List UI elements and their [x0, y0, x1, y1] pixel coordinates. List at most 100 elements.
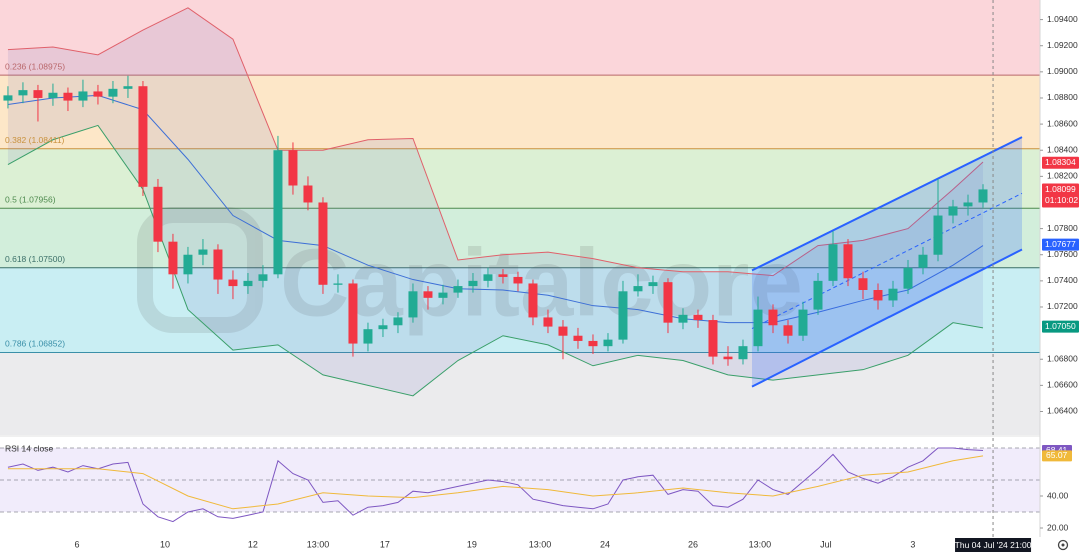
candle-body — [678, 314, 688, 323]
candle-body — [288, 150, 298, 186]
candle-body — [543, 317, 553, 327]
candle-body — [213, 249, 223, 280]
channel-fill — [751, 137, 1022, 387]
price-pane: Capitalcore 0.236 (1.08975) 0.382 (1.08411… — [0, 0, 1040, 435]
candle-body — [948, 206, 958, 216]
watermark-logo — [137, 207, 263, 333]
y-tick-label: 1.08800 — [1047, 92, 1078, 102]
candle-body — [483, 274, 493, 281]
y-tick-label: 1.07400 — [1047, 275, 1078, 285]
x-tick-label: 10 — [160, 539, 170, 549]
candle-body — [933, 215, 943, 255]
candle-body — [468, 280, 478, 287]
candle-body — [123, 86, 133, 89]
channel-lower — [751, 248, 1023, 388]
watermark-text: Capitalcore — [280, 229, 803, 336]
price-badge — [1042, 156, 1079, 169]
price-badge — [1042, 183, 1079, 208]
candle-body — [798, 309, 808, 336]
y-tick-label: 1.08600 — [1047, 118, 1078, 128]
candle-body — [303, 185, 313, 203]
band-line — [7, 94, 984, 324]
candle-body — [783, 325, 793, 336]
rsi-badge — [1042, 450, 1072, 462]
candle-body — [438, 292, 448, 298]
watermark: Capitalcore — [137, 207, 803, 336]
candle-body — [978, 189, 988, 203]
candle-body — [663, 282, 673, 323]
x-tick-label: 13:00 — [307, 539, 330, 549]
candle-body — [903, 267, 913, 289]
candle-body — [558, 326, 568, 336]
candle-body — [18, 90, 28, 96]
candle-body — [138, 86, 148, 187]
candle-body — [423, 291, 433, 298]
price-badge-label: 1.08304 — [1045, 157, 1076, 167]
channel-mid — [751, 192, 1023, 329]
x-tick-label: 12 — [248, 539, 258, 549]
settings-gear-center — [1061, 543, 1065, 547]
x-tick-label: 26 — [688, 539, 698, 549]
candle-body — [708, 320, 718, 357]
price-badge — [1042, 238, 1079, 251]
rsi-line — [7, 447, 984, 523]
rsi-pane: RSI 14 close — [0, 435, 1080, 538]
candle-body — [393, 317, 403, 326]
x-tick-label: 3 — [910, 539, 915, 549]
channel-upper — [751, 136, 1023, 272]
y-tick-label: 1.06800 — [1047, 353, 1078, 363]
crosshair-label: Thu 04 Jul '24 21:00 — [955, 540, 1032, 550]
fib-label: 0.5 (1.07956) — [5, 194, 56, 204]
x-tick-label: 13:00 — [749, 539, 772, 549]
candle-body — [63, 92, 73, 101]
y-tick-label: 1.08400 — [1047, 144, 1078, 154]
y-tick-label: 1.09400 — [1047, 14, 1078, 24]
candle-body — [243, 280, 253, 287]
candle-body — [843, 244, 853, 279]
candle-body — [258, 274, 268, 281]
candle-body — [813, 280, 823, 310]
candle-body — [873, 290, 883, 301]
y-tick-label: 1.06600 — [1047, 380, 1078, 390]
y-tick-label: 1.07600 — [1047, 249, 1078, 259]
candle-body — [453, 286, 463, 293]
candle-body — [93, 91, 103, 97]
candle-body — [648, 282, 658, 287]
y-tick-label: 1.09000 — [1047, 66, 1078, 76]
candle-body — [618, 291, 628, 340]
fib-label: 0.786 (1.06852) — [5, 339, 65, 349]
y-tick-label: 1.07200 — [1047, 301, 1078, 311]
rsi-badge-label: 65.07 — [1046, 450, 1068, 460]
rsi-badge-label: 68.41 — [1046, 445, 1068, 455]
fib-zone — [0, 0, 1040, 76]
candle-body — [33, 90, 43, 98]
candle-body — [693, 314, 703, 321]
price-badge — [1042, 320, 1079, 333]
candle-body — [828, 244, 838, 281]
band-fill — [7, 7, 983, 396]
crosshair-label-bg — [955, 538, 1032, 552]
axes: 1.09400 1.09200 1.09000 1.08800 1.08600 1.084… — [74, 0, 1080, 553]
x-tick-label: 17 — [380, 539, 390, 549]
candle-body — [108, 88, 118, 97]
candle-body — [48, 92, 58, 98]
y-tick-label: 1.09200 — [1047, 40, 1078, 50]
candle-body — [3, 95, 13, 101]
x-tick-label: 24 — [600, 539, 610, 549]
candle-body — [918, 254, 928, 268]
rsi-title: RSI 14 close — [5, 443, 53, 453]
price-badge-label: 1.07677 — [1045, 239, 1076, 249]
candle-body — [153, 186, 163, 242]
candle-body — [228, 279, 238, 287]
candle-body — [603, 339, 613, 347]
fib-zone — [0, 148, 1040, 209]
settings-icon[interactable] — [1057, 539, 1069, 551]
price-badge-label: 1.08099 — [1045, 184, 1076, 194]
settings-gear[interactable] — [1057, 539, 1069, 551]
candle-body — [348, 283, 358, 344]
candle-body — [78, 91, 88, 101]
candle-body — [633, 286, 643, 292]
y-tick-label: 40.00 — [1047, 490, 1069, 500]
y-tick-label: 1.06400 — [1047, 406, 1078, 416]
fib-zone — [0, 352, 1040, 435]
